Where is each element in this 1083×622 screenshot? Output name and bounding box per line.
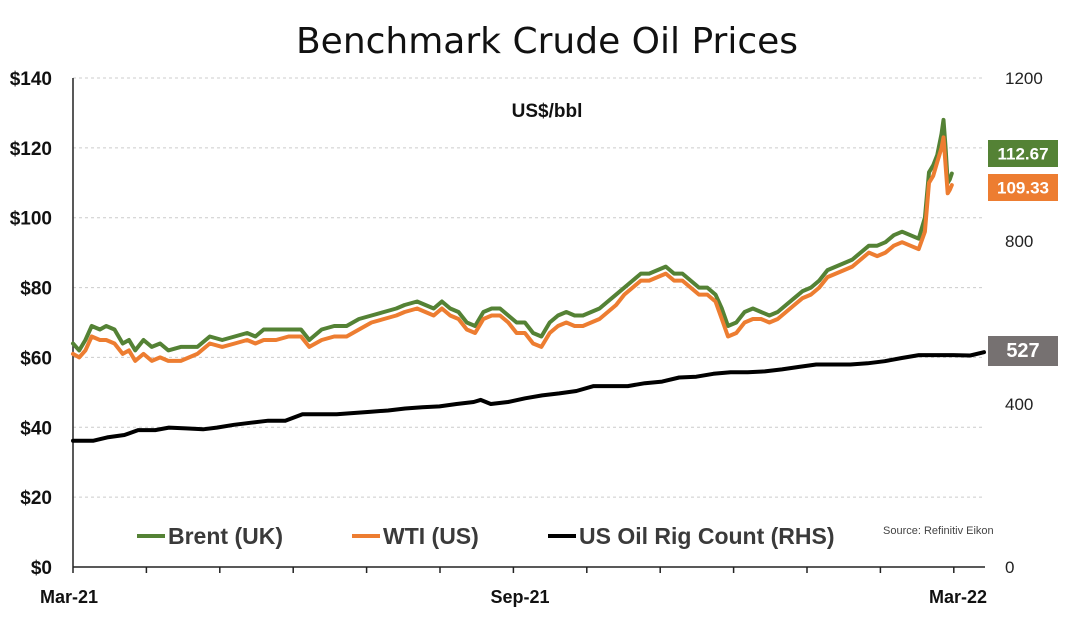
series-line-wti	[71, 135, 954, 363]
y-left-tick-label: $100	[10, 209, 52, 230]
legend: Brent (UK) WTI (US) US Oil Rig Count (RHS)	[137, 523, 835, 549]
y-right-tick-label: 800	[1005, 232, 1033, 251]
series-line-brent	[71, 117, 954, 353]
y-left-tick-label: $80	[20, 279, 52, 300]
y-left-tick-label: $120	[10, 139, 52, 160]
x-tick-label: Sep-21	[490, 587, 549, 607]
y-left-tick-label: $40	[20, 418, 52, 439]
y-left-tick-label: $20	[20, 488, 52, 509]
end-label-wti: 109.33	[997, 179, 1049, 198]
legend-label-brent: Brent (UK)	[168, 523, 283, 549]
y-right-tick-label: 400	[1005, 395, 1033, 414]
series-lines	[71, 117, 986, 443]
end-label-box-wti	[988, 174, 1058, 201]
y-right-tick-label: 0	[1005, 558, 1014, 577]
x-tick-label: Mar-21	[40, 587, 98, 607]
series-line-rigs	[71, 350, 986, 443]
left-axis-ticks: $0 $20 $40 $60 $80 $100 $120 $140	[10, 69, 52, 579]
gridlines	[73, 77, 985, 498]
end-label-brent: 112.67	[997, 145, 1048, 164]
x-axis: Mar-21 Sep-21 Mar-22	[40, 78, 987, 607]
y-left-tick-label: $140	[10, 69, 52, 90]
end-label-box-brent	[988, 140, 1058, 167]
y-right-tick-label: 1200	[1005, 69, 1043, 88]
chart-title: Benchmark Crude Oil Prices	[296, 21, 798, 62]
end-label-box-rigs	[988, 336, 1058, 366]
legend-label-rigs: US Oil Rig Count (RHS)	[579, 523, 835, 549]
y-left-tick-label: $60	[20, 348, 52, 369]
source-note: Source: Refinitiv Eikon	[883, 525, 994, 537]
right-axis-ticks: 0 400 800 1200	[1005, 69, 1043, 577]
end-labels: 112.67 109.33 527	[988, 140, 1058, 366]
y-left-tick-label: $0	[31, 558, 52, 579]
x-tick-label: Mar-22	[929, 587, 987, 607]
end-label-rigs: 527	[1006, 340, 1039, 362]
legend-label-wti: WTI (US)	[383, 523, 479, 549]
unit-label: US$/bbl	[512, 101, 583, 122]
